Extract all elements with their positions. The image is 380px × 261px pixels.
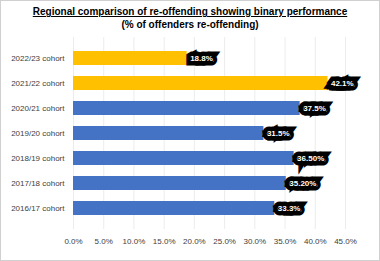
- svg-text:2017/18 cohort: 2017/18 cohort: [11, 179, 65, 188]
- svg-text:35.20%: 35.20%: [289, 179, 316, 188]
- svg-text:2019/20 cohort: 2019/20 cohort: [11, 129, 65, 138]
- html-text:Regional comparison of re-offe: Regional comparison of re-offending show…: [32, 6, 348, 17]
- svg-text:42.1%: 42.1%: [331, 79, 354, 88]
- svg-text:33.3%: 33.3%: [278, 204, 301, 213]
- svg-text:25.0%: 25.0%: [213, 237, 236, 246]
- svg-text:2022/23 cohort: 2022/23 cohort: [11, 54, 65, 63]
- svg-text:5.0%: 5.0%: [95, 237, 113, 246]
- svg-text:2020/21 cohort: 2020/21 cohort: [11, 104, 65, 113]
- svg-text:40.0%: 40.0%: [304, 237, 327, 246]
- svg-text:2016/17 cohort: 2016/17 cohort: [11, 204, 65, 213]
- svg-text:45.0%: 45.0%: [334, 237, 357, 246]
- svg-text:10.0%: 10.0%: [123, 237, 146, 246]
- svg-text:2021/22 cohort: 2021/22 cohort: [11, 79, 65, 88]
- svg-text:37.5%: 37.5%: [303, 104, 326, 113]
- svg-text:2018/19 cohort: 2018/19 cohort: [11, 154, 65, 163]
- html-text:(% of offenders re-offending): (% of offenders re-offending): [121, 19, 259, 30]
- svg-text:18.8%: 18.8%: [190, 54, 213, 63]
- svg-text:36.50%: 36.50%: [297, 154, 324, 163]
- svg-text:0.0%: 0.0%: [64, 237, 82, 246]
- svg-text:35.0%: 35.0%: [274, 237, 297, 246]
- svg-text:30.0%: 30.0%: [243, 237, 266, 246]
- svg-text:15.0%: 15.0%: [153, 237, 176, 246]
- svg-text:31.5%: 31.5%: [267, 129, 290, 138]
- svg-text:20.0%: 20.0%: [183, 237, 206, 246]
